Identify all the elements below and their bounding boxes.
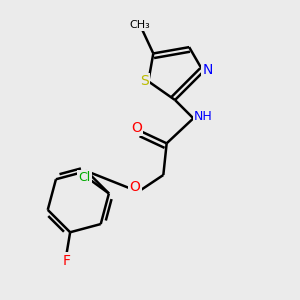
Text: F: F [63,254,71,268]
Text: S: S [140,74,149,88]
Text: NH: NH [194,110,213,123]
Text: O: O [130,180,140,194]
Text: N: N [202,63,212,77]
Text: CH₃: CH₃ [130,20,150,30]
Text: Cl: Cl [79,171,91,184]
Text: O: O [131,121,142,135]
